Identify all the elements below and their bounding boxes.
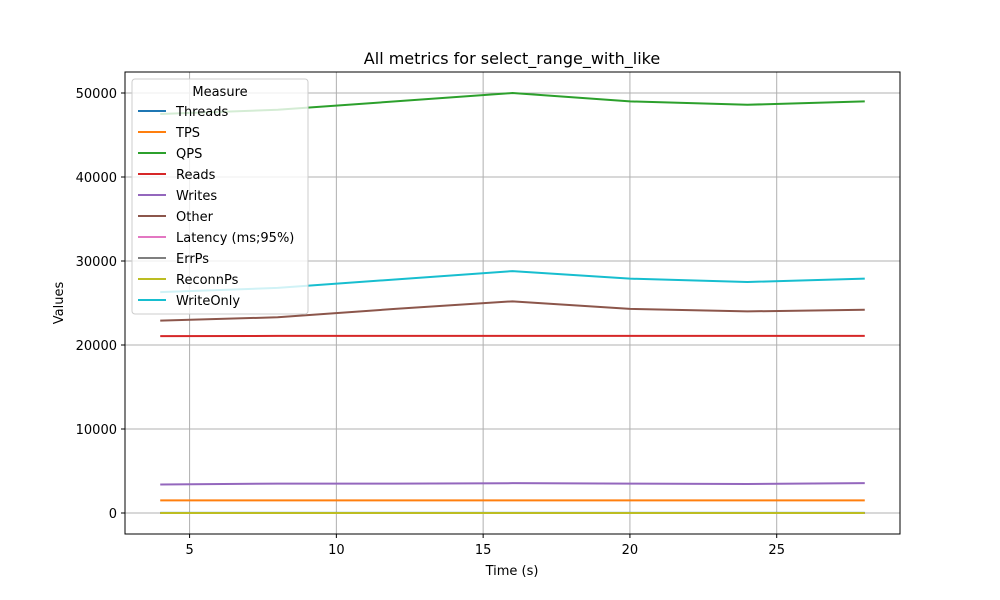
- x-tick-label: 20: [622, 543, 639, 558]
- x-axis-title: Time (s): [485, 564, 539, 579]
- x-axis: 5 10 15 20 25: [185, 534, 785, 558]
- legend-label-other: Other: [176, 210, 214, 225]
- x-tick-label: 5: [185, 543, 193, 558]
- y-tick-label: 40000: [76, 171, 117, 186]
- legend-label-latency-ms-95: Latency (ms;95%): [176, 231, 294, 246]
- y-tick-label: 10000: [76, 423, 117, 438]
- legend-box: [131, 78, 309, 315]
- legend-label-qps: QPS: [176, 147, 202, 162]
- x-tick-label: 25: [768, 543, 785, 558]
- legend-label-errps: ErrPs: [176, 252, 209, 267]
- legend-label-reads: Reads: [176, 168, 216, 183]
- chart-title: All metrics for select_range_with_like: [364, 49, 660, 69]
- x-tick-label: 15: [475, 543, 492, 558]
- y-tick-label: 20000: [76, 339, 117, 354]
- y-axis: 0 10000 20000 30000 40000 50000: [76, 87, 125, 522]
- legend-label-writes: Writes: [176, 189, 217, 204]
- plot-frame: [124, 71, 901, 535]
- legend-title: Measure: [192, 85, 247, 100]
- x-tick-label: 10: [328, 543, 345, 558]
- legend-items: Threads TPS QPS Reads Writes Other Latency (ms…: [138, 105, 294, 309]
- y-tick-label: 50000: [76, 87, 117, 102]
- legend-label-tps: TPS: [175, 126, 200, 141]
- legend-label-reconnps: ReconnPs: [176, 273, 239, 288]
- legend-label-writeonly: WriteOnly: [176, 294, 240, 309]
- y-tick-label: 0: [109, 507, 117, 522]
- series-line-other: [160, 300, 865, 322]
- y-tick-label: 30000: [76, 255, 117, 270]
- legend: Measure Threads TPS QPS Reads Writes Other Lat…: [131, 78, 309, 315]
- series-line-writes: [160, 482, 865, 486]
- legend-label-threads: Threads: [175, 105, 228, 120]
- y-axis-title: Values: [52, 282, 67, 325]
